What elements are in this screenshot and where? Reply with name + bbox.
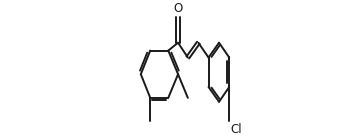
Text: O: O	[173, 2, 183, 15]
Text: Cl: Cl	[231, 123, 242, 136]
